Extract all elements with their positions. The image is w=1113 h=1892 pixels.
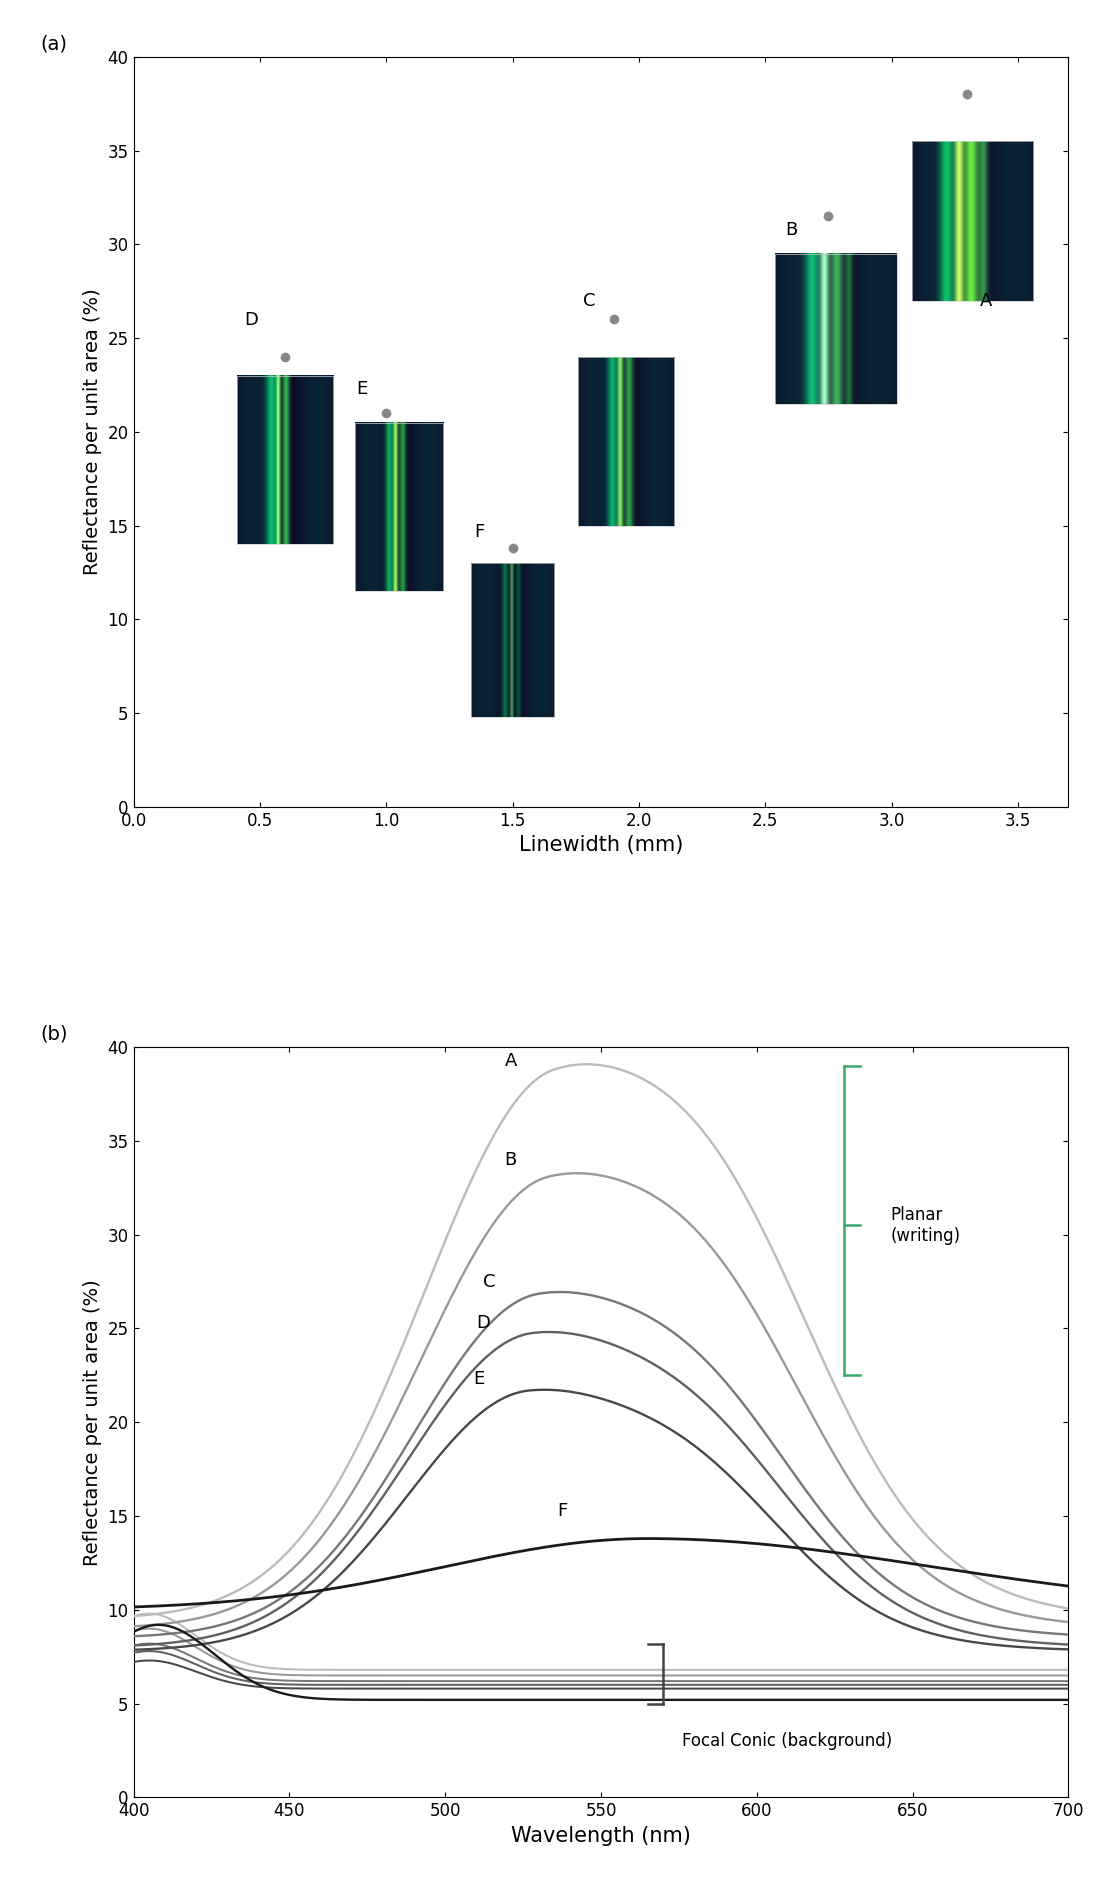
Text: F: F bbox=[474, 522, 485, 541]
Text: A: A bbox=[981, 291, 993, 310]
Text: E: E bbox=[473, 1370, 484, 1389]
Text: (a): (a) bbox=[40, 34, 67, 53]
Text: B: B bbox=[786, 221, 798, 238]
Text: B: B bbox=[504, 1150, 516, 1169]
Text: A: A bbox=[504, 1052, 516, 1069]
Bar bbox=[579, 358, 674, 526]
Y-axis label: Reflectance per unit area (%): Reflectance per unit area (%) bbox=[83, 1279, 102, 1567]
Text: D: D bbox=[245, 310, 258, 329]
X-axis label: Linewidth (mm): Linewidth (mm) bbox=[519, 836, 683, 855]
Bar bbox=[355, 422, 443, 592]
Bar bbox=[776, 254, 897, 403]
X-axis label: Wavelength (nm): Wavelength (nm) bbox=[511, 1826, 691, 1847]
Text: Planar
(writing): Planar (writing) bbox=[890, 1205, 961, 1245]
Y-axis label: Reflectance per unit area (%): Reflectance per unit area (%) bbox=[83, 288, 102, 575]
Text: F: F bbox=[558, 1502, 568, 1519]
Text: Focal Conic (background): Focal Conic (background) bbox=[682, 1731, 893, 1750]
Text: E: E bbox=[356, 380, 367, 397]
Bar bbox=[912, 142, 1033, 301]
Bar bbox=[471, 564, 554, 717]
Text: (b): (b) bbox=[40, 1025, 68, 1044]
Bar bbox=[237, 377, 333, 545]
Text: D: D bbox=[476, 1315, 490, 1332]
Text: C: C bbox=[483, 1273, 495, 1290]
Text: C: C bbox=[583, 291, 595, 310]
